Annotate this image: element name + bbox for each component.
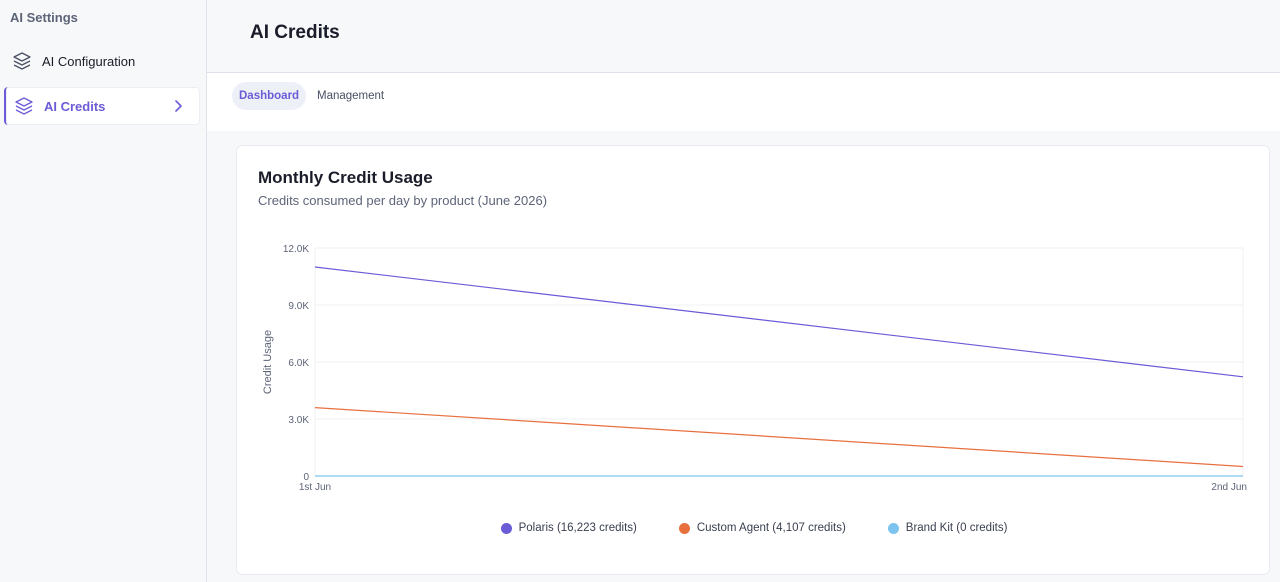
legend-item[interactable]: Polaris (16,223 credits) (500, 522, 637, 534)
tab-management[interactable]: Management (317, 90, 385, 102)
x-tick-label: 1st Jun (299, 482, 331, 493)
sidebar: AI Settings AI Configuration AI Credits (0, 0, 207, 582)
chevron-right-icon (170, 98, 186, 114)
chart-legend: Polaris (16,223 credits) Custom Agent (4,… (237, 522, 1271, 534)
sidebar-item-ai-credits[interactable]: AI Credits (4, 87, 200, 125)
legend-dot-icon (678, 522, 690, 534)
layers-icon (11, 50, 33, 72)
y-axis-label: Credit Usage (262, 330, 274, 394)
sidebar-item-label: AI Configuration (42, 53, 136, 69)
content-area: Monthly Credit Usage Credits consumed pe… (207, 131, 1280, 582)
legend-dot-icon (887, 522, 899, 534)
y-tick-label: 12.0K (283, 244, 309, 255)
legend-label: Polaris (16,223 credits) (518, 522, 637, 534)
series-line (314, 407, 1244, 468)
legend-label: Custom Agent (4,107 credits) (696, 522, 846, 534)
sidebar-title: AI Settings (10, 10, 78, 25)
legend-label: Brand Kit (0 credits) (905, 522, 1008, 534)
credit-usage-card: Monthly Credit Usage Credits consumed pe… (236, 145, 1270, 575)
tab-bar: Dashboard Management (207, 73, 1280, 131)
tab-dashboard[interactable]: Dashboard (232, 82, 307, 110)
y-tick-label: 6.0K (288, 358, 309, 369)
sidebar-item-ai-configuration[interactable]: AI Configuration (4, 42, 200, 80)
card-title: Monthly Credit Usage (258, 168, 433, 187)
legend-item[interactable]: Custom Agent (4,107 credits) (678, 522, 846, 534)
main-panel: AI Credits Dashboard Management Monthly … (207, 0, 1280, 582)
y-tick-label: 0 (303, 472, 309, 483)
legend-item[interactable]: Brand Kit (0 credits) (887, 522, 1008, 534)
y-tick-label: 3.0K (288, 415, 309, 426)
line-chart: 0 3.0K 6.0K 9.0K 12.0K 1st Jun 2nd Jun Credit U… (262, 244, 1247, 493)
x-tick-label: 2nd Jun (1211, 482, 1247, 493)
y-tick-label: 9.0K (288, 301, 309, 312)
card-subtitle: Credits consumed per day by product (Jun… (258, 193, 548, 208)
page-header: AI Credits (207, 0, 1280, 73)
series-line (314, 266, 1244, 378)
page-title: AI Credits (250, 22, 340, 43)
sidebar-item-label: AI Credits (44, 98, 106, 114)
legend-dot-icon (500, 522, 512, 534)
layers-icon (13, 95, 35, 117)
